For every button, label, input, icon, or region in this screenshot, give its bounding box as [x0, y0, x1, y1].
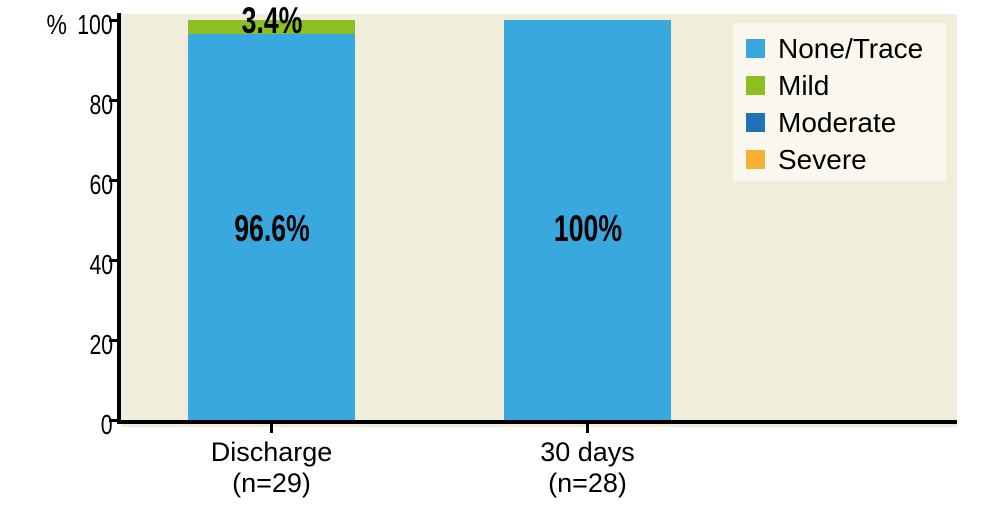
- y-tick-label: 20: [89, 329, 113, 360]
- x-tick: [270, 424, 273, 433]
- x-axis-line: [117, 420, 957, 424]
- y-tick: [109, 99, 117, 102]
- y-axis-line: [117, 13, 121, 424]
- y-tick-label: 60: [89, 169, 113, 200]
- legend-swatch-moderate: [746, 113, 765, 132]
- legend-item-moderate: Moderate: [746, 104, 946, 141]
- y-tick: [109, 19, 117, 22]
- legend-swatch-none-trace: [746, 39, 765, 58]
- legend-swatch-mild: [746, 76, 765, 95]
- x-tick: [586, 424, 589, 433]
- bar-segment-none-trace: [504, 20, 671, 420]
- x-category-label-line2: (n=29): [232, 468, 311, 498]
- bar-segment-mild: [188, 20, 355, 34]
- legend-swatch-severe: [746, 150, 765, 169]
- y-tick-label: 0: [101, 409, 113, 440]
- legend-item-none-trace: None/Trace: [746, 30, 946, 67]
- legend-label: None/Trace: [778, 32, 924, 64]
- legend-label: Severe: [778, 143, 867, 175]
- value-label: 100%: [553, 207, 622, 249]
- legend: None/Trace Mild Moderate Severe: [733, 23, 946, 181]
- legend-label: Moderate: [778, 106, 897, 138]
- y-tick: [109, 339, 117, 342]
- value-label: 96.6%: [233, 207, 310, 249]
- legend-label: Mild: [778, 69, 830, 101]
- y-tick: [109, 419, 117, 422]
- y-axis-unit-label: %: [46, 9, 67, 40]
- x-category-label-line1: Discharge: [210, 437, 333, 467]
- y-tick: [109, 259, 117, 262]
- bar-segment-none-trace: [188, 33, 355, 420]
- x-category-label-line2: (n=28): [548, 468, 627, 498]
- y-tick-label: 80: [89, 89, 113, 120]
- value-label: 3.4%: [241, 0, 302, 41]
- y-tick-label: 40: [89, 249, 113, 280]
- y-tick: [109, 179, 117, 182]
- y-tick-label: 100: [77, 9, 113, 40]
- x-category-label: Discharge (n=29): [142, 437, 402, 499]
- x-category-label: 30 days (n=28): [458, 437, 718, 499]
- legend-item-severe: Severe: [746, 141, 946, 178]
- x-category-label-line1: 30 days: [540, 437, 635, 467]
- legend-item-mild: Mild: [746, 67, 946, 104]
